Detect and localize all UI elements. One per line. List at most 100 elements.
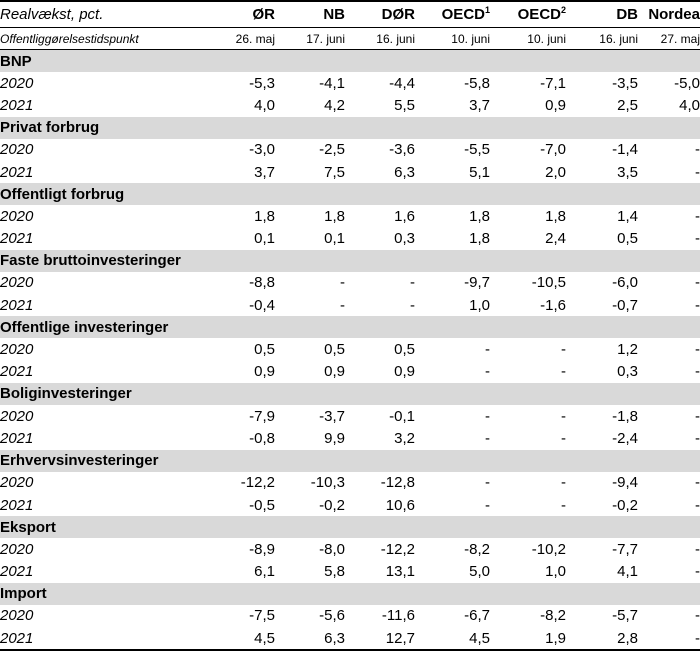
table-row: 2021 4,5 6,3 12,7 4,5 1,9 2,8- (0, 627, 700, 652)
table-cell: - (485, 429, 490, 447)
table-cell: - (695, 341, 700, 359)
table-cell: - (695, 163, 700, 181)
publication-date: 26. maj (210, 27, 275, 50)
column-header: DB (566, 0, 638, 28)
section-header: Faste bruttoinvesteringer (0, 249, 700, 272)
table-cell: 1,8 (254, 207, 275, 225)
table-cell: 1,4 (617, 207, 638, 225)
section-title: Privat forbrug (0, 116, 700, 139)
table-cell: 0,5 (254, 341, 275, 359)
table-cell: -4,4 (389, 74, 415, 92)
table-cell: - (340, 296, 345, 314)
table-cell: - (561, 363, 566, 381)
row-year: 2021 (0, 230, 34, 248)
table-cell: 1,6 (394, 207, 415, 225)
table-cell: 7,5 (324, 163, 345, 181)
table-cell: - (695, 607, 700, 625)
table-cell: - (695, 496, 700, 514)
table-cell: 0,9 (324, 363, 345, 381)
table-cell: -0,7 (612, 296, 638, 314)
table-row: 2020 -7,5 -5,6 -11,6 -6,7 -8,2 -5,7 - (0, 605, 700, 627)
header-row: Realvækst, pct. ØR NB DØR OECD1 OECD2 DB Nordea (0, 0, 700, 28)
section-header: BNP (0, 49, 700, 72)
table-cell: -5,6 (319, 607, 345, 625)
table-cell: 0,5 (617, 230, 638, 248)
row-year: 2020 (0, 540, 34, 558)
section-title: Import (0, 582, 700, 605)
row-year: 2021 (0, 363, 34, 381)
row-year: 2021 (0, 163, 34, 181)
table-cell: - (695, 563, 700, 581)
table-row: 2021 4,0 4,2 5,5 3,7 0,9 2,5 4,0 (0, 94, 700, 116)
row-year: 2021 (0, 96, 34, 114)
publication-date: 16. juni (345, 27, 415, 50)
column-header-name: OECD (517, 6, 561, 23)
section-header: Offentligt forbrug (0, 183, 700, 206)
table-row: 2021 3,7 7,5 6,3 5,1 2,0 3,5 - (0, 161, 700, 183)
table-row: 2021 -0,8 9,9 3,2 - - -2,4 - (0, 427, 700, 449)
table-cell: -2,4 (612, 429, 638, 447)
table-cell: - (695, 207, 700, 225)
row-year: 2020 (0, 407, 34, 425)
table-cell: - (410, 296, 415, 314)
table-cell: 0,3 (394, 230, 415, 248)
table-row: 2021 6,1 5,8 13,1 5,0 1,0 4,1 - (0, 560, 700, 582)
table-cell: 6,3 (275, 627, 345, 652)
table-cell: 5,5 (394, 96, 415, 114)
table-cell: - (695, 230, 700, 248)
table-row: 2020 -12,2 -10,3 -12,8 - - -9,4 - (0, 472, 700, 494)
section-title: Boliginvesteringer (0, 382, 700, 405)
table-cell: -8,9 (249, 540, 275, 558)
publication-date: 10. juni (415, 27, 490, 50)
row-year: 2020 (0, 607, 34, 625)
section-header: Boliginvesteringer (0, 382, 700, 405)
column-header: OECD1 (415, 0, 490, 28)
table-row: 2021 -0,4 - - 1,0 -1,6 -0,7 - (0, 294, 700, 316)
table-cell: -0,4 (249, 296, 275, 314)
table-cell: - (695, 296, 700, 314)
table-cell: -0,2 (612, 496, 638, 514)
section-header: Erhvervsinvesteringer (0, 449, 700, 472)
table-cell: 5,0 (469, 563, 490, 581)
publication-date: 10. juni (490, 27, 566, 50)
column-header-name: DØR (381, 6, 415, 23)
row-year: 2021 (0, 296, 34, 314)
table-cell: 1,8 (324, 207, 345, 225)
table-cell: -3,5 (612, 74, 638, 92)
table-cell: -0,8 (249, 429, 275, 447)
subheader-row-label: Offentliggørelsestidspunkt (0, 27, 210, 50)
table-cell: 1,8 (545, 207, 566, 225)
table-cell: 1,2 (617, 341, 638, 359)
table-cell: - (695, 474, 700, 492)
table-cell: -3,6 (389, 141, 415, 159)
table-cell: - (485, 341, 490, 359)
column-header-name: ØR (252, 6, 276, 23)
row-year: 2020 (0, 207, 34, 225)
section-header: Offentlige investeringer (0, 316, 700, 339)
column-header: NB (275, 0, 345, 28)
table-cell: - (485, 496, 490, 514)
table-cell: - (561, 429, 566, 447)
table-cell: -8,8 (249, 274, 275, 292)
table-cell: - (695, 407, 700, 425)
column-header-footnote: 1 (484, 5, 490, 15)
table-cell: 6,1 (254, 563, 275, 581)
table-cell: 10,6 (385, 496, 415, 514)
column-header: ØR (210, 0, 276, 28)
row-year: 2020 (0, 274, 34, 292)
row-year: 2021 (0, 496, 34, 514)
row-year: 2021 (0, 563, 34, 581)
table-cell: -7,7 (612, 540, 638, 558)
table-cell: 6,3 (394, 163, 415, 181)
table-cell: 2,0 (545, 163, 566, 181)
table-cell: - (695, 274, 700, 292)
column-header: DØR (345, 0, 415, 28)
table-row: 2020 0,5 0,5 0,5 - - 1,2 - (0, 338, 700, 360)
table-cell: 4,5 (210, 627, 275, 652)
table-cell: 0,1 (254, 230, 275, 248)
table-cell: 0,9 (254, 363, 275, 381)
table-cell: -9,7 (464, 274, 490, 292)
table-cell: -0,1 (389, 407, 415, 425)
table-cell: -3,7 (319, 407, 345, 425)
